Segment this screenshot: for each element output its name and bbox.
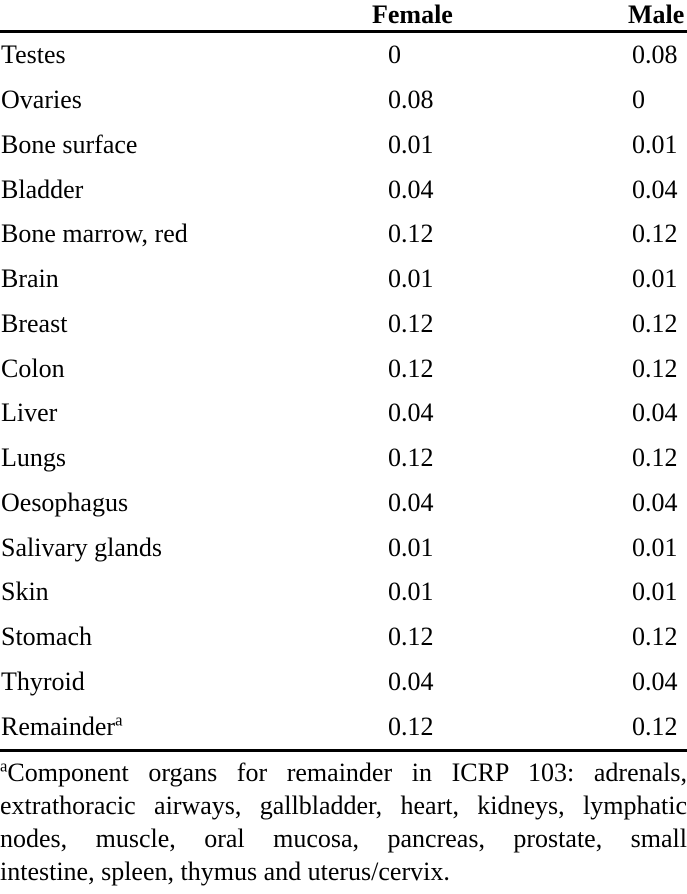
female-value: 0.01 xyxy=(388,129,434,159)
female-value: 0.04 xyxy=(388,666,434,696)
female-value: 0.12 xyxy=(388,353,434,383)
table-row: Brain 0.01 0.01 xyxy=(0,257,687,302)
table-row: Thyroid 0.04 0.04 xyxy=(0,660,687,705)
female-value: 0.01 xyxy=(388,577,434,607)
table-row: Salivary glands 0.01 0.01 xyxy=(0,525,687,570)
male-value: 0.12 xyxy=(632,443,678,473)
organ-name: Bladder xyxy=(1,174,84,204)
organ-name: Brain xyxy=(1,264,59,294)
female-value: 0.12 xyxy=(388,622,434,652)
male-value: 0.01 xyxy=(632,264,678,294)
male-value: 0 xyxy=(632,85,645,115)
female-value: 0 xyxy=(388,40,401,70)
table-row: Liver 0.04 0.04 xyxy=(0,391,687,436)
table-row: Ovaries 0.08 0 xyxy=(0,78,687,123)
table-row: Testes 0 0.08 xyxy=(0,33,687,78)
table-row: Skin 0.01 0.01 xyxy=(0,570,687,615)
male-value: 0.01 xyxy=(632,577,678,607)
male-value: 0.12 xyxy=(632,353,678,383)
male-value: 0.12 xyxy=(632,622,678,652)
table-row: Oesophagus 0.04 0.04 xyxy=(0,481,687,526)
male-value: 0.04 xyxy=(632,487,678,517)
footnote-marker: a xyxy=(0,756,8,776)
male-value: 0.12 xyxy=(632,308,678,338)
footnote-line: aComponent organs for remainder in ICRP … xyxy=(0,756,687,789)
organ-name: Salivary glands xyxy=(1,532,163,562)
organ-name: Breast xyxy=(1,308,68,338)
organ-name: Ovaries xyxy=(1,85,82,115)
footnote-line-text: Component organs for remainder in ICRP 1… xyxy=(7,758,687,787)
female-value: 0.12 xyxy=(388,219,434,249)
female-value: 0.04 xyxy=(388,398,434,428)
table-header-row: Female Male xyxy=(0,0,687,33)
female-value: 0.01 xyxy=(388,264,434,294)
male-value: 0.04 xyxy=(632,174,678,204)
male-value: 0.08 xyxy=(632,40,678,70)
organ-name: Colon xyxy=(1,353,65,383)
organ-name: Skin xyxy=(1,577,49,607)
table-row: Colon 0.12 0.12 xyxy=(0,346,687,391)
table-row: Breast 0.12 0.12 xyxy=(0,302,687,347)
table-row: Stomach 0.12 0.12 xyxy=(0,615,687,660)
column-header-female: Female xyxy=(372,0,453,29)
female-value: 0.04 xyxy=(388,174,434,204)
organ-name: Testes xyxy=(1,40,66,70)
male-value: 0.04 xyxy=(632,398,678,428)
table-row: Bladder 0.04 0.04 xyxy=(0,167,687,212)
table-row: Lungs 0.12 0.12 xyxy=(0,436,687,481)
remainder-footnote-marker: a xyxy=(115,709,123,729)
organ-name: Stomach xyxy=(1,622,92,652)
footnote-line: nodes, muscle, oral mucosa, pancreas, pr… xyxy=(0,824,687,853)
organ-name: Lungs xyxy=(1,443,66,473)
organ-name: Thyroid xyxy=(1,666,85,696)
male-value: 0.12 xyxy=(632,219,678,249)
male-value: 0.04 xyxy=(632,666,678,696)
column-header-male: Male xyxy=(628,0,685,29)
organ-name: Bone surface xyxy=(1,129,138,159)
table-row: Remaindera 0.12 0.12 xyxy=(0,704,687,749)
organ-name: Remaindera xyxy=(0,709,388,742)
female-value: 0.12 xyxy=(388,443,434,473)
table-body: Testes 0 0.08 Ovaries 0.08 0 Bone surfac… xyxy=(0,33,687,749)
male-value: 0.01 xyxy=(632,532,678,562)
footnote: aComponent organs for remainder in ICRP … xyxy=(0,749,687,888)
female-value: 0.01 xyxy=(388,532,434,562)
female-value: 0.12 xyxy=(388,308,434,338)
female-value: 0.04 xyxy=(388,487,434,517)
organ-name: Bone marrow, red xyxy=(1,219,188,249)
organ-name: Liver xyxy=(1,398,58,428)
table-row: Bone marrow, red 0.12 0.12 xyxy=(0,212,687,257)
female-value: 0.08 xyxy=(388,85,434,115)
male-value: 0.12 xyxy=(632,711,678,741)
male-value: 0.01 xyxy=(632,129,678,159)
footnote-line: intestine, spleen, thymus and uterus/cer… xyxy=(0,857,450,886)
footnote-line: extrathoracic airways, gallbladder, hear… xyxy=(0,791,687,820)
organ-name-text: Remainder xyxy=(1,711,116,741)
female-value: 0.12 xyxy=(388,711,434,741)
organ-name: Oesophagus xyxy=(1,487,129,517)
table-row: Bone surface 0.01 0.01 xyxy=(0,123,687,168)
